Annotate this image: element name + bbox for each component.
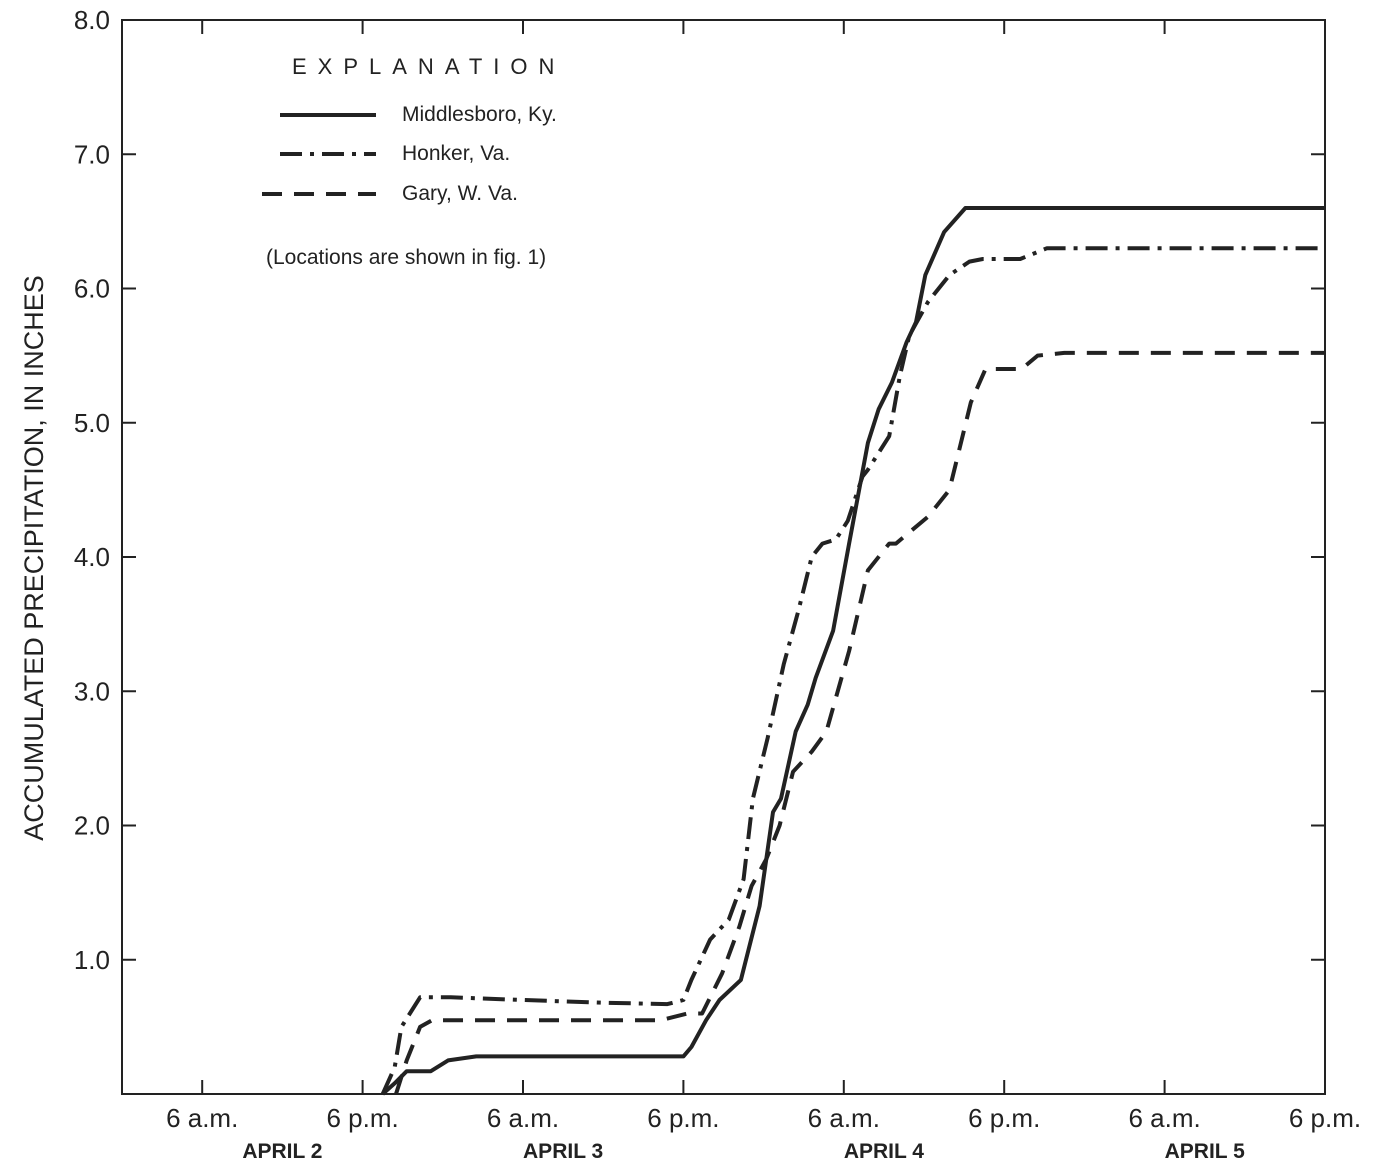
legend-label-gary: Gary, W. Va. (402, 182, 518, 205)
x-tick-label: 6 p.m. (1289, 1103, 1361, 1133)
legend: EXPLANATION Middlesboro, Ky. Honker, Va.… (262, 54, 565, 269)
legend-title: EXPLANATION (292, 54, 565, 79)
legend-label-honker: Honker, Va. (402, 142, 510, 165)
series-layer (380, 206, 1325, 1096)
y-tick-label: 3.0 (74, 676, 110, 706)
date-label: APRIL 5 (1165, 1140, 1245, 1163)
x-tick-label: 6 a.m. (1128, 1103, 1200, 1133)
x-tick-label: 6 p.m. (968, 1103, 1040, 1133)
y-tick-label: 6.0 (74, 274, 110, 304)
x-tick-label: 6 p.m. (326, 1103, 398, 1133)
x-tick-label: 6 a.m. (166, 1103, 238, 1133)
y-axis-title: ACCUMULATED PRECIPITATION, IN INCHES (19, 275, 49, 841)
y-tick-label: 1.0 (74, 945, 110, 975)
legend-note: (Locations are shown in fig. 1) (266, 246, 546, 269)
date-label: APRIL 4 (844, 1140, 924, 1163)
series-line-honker (380, 246, 1325, 1095)
plot-area (121, 19, 1326, 1095)
series-line-gary (394, 350, 1325, 1095)
y-tick-label: 7.0 (74, 139, 110, 169)
date-label: APRIL 3 (523, 1140, 603, 1163)
axes-layer: 1.0 2.0 3.0 4.0 5.0 6.0 7.0 8.0 6 a.m. 6 p.m. 6 a.… (74, 5, 1361, 1163)
x-tick-label: 6 p.m. (647, 1103, 719, 1133)
date-label: APRIL 2 (242, 1140, 322, 1163)
y-tick-label: 5.0 (74, 408, 110, 438)
plot-frame (121, 19, 1326, 1095)
y-tick-label: 2.0 (74, 811, 110, 841)
series-line-middlesboro (381, 206, 1325, 1096)
x-tick-label: 6 a.m. (808, 1103, 880, 1133)
y-tick-label: 8.0 (74, 5, 110, 35)
x-tick-label: 6 a.m. (487, 1103, 559, 1133)
legend-label-middlesboro: Middlesboro, Ky. (402, 103, 557, 126)
y-tick-label: 4.0 (74, 542, 110, 572)
